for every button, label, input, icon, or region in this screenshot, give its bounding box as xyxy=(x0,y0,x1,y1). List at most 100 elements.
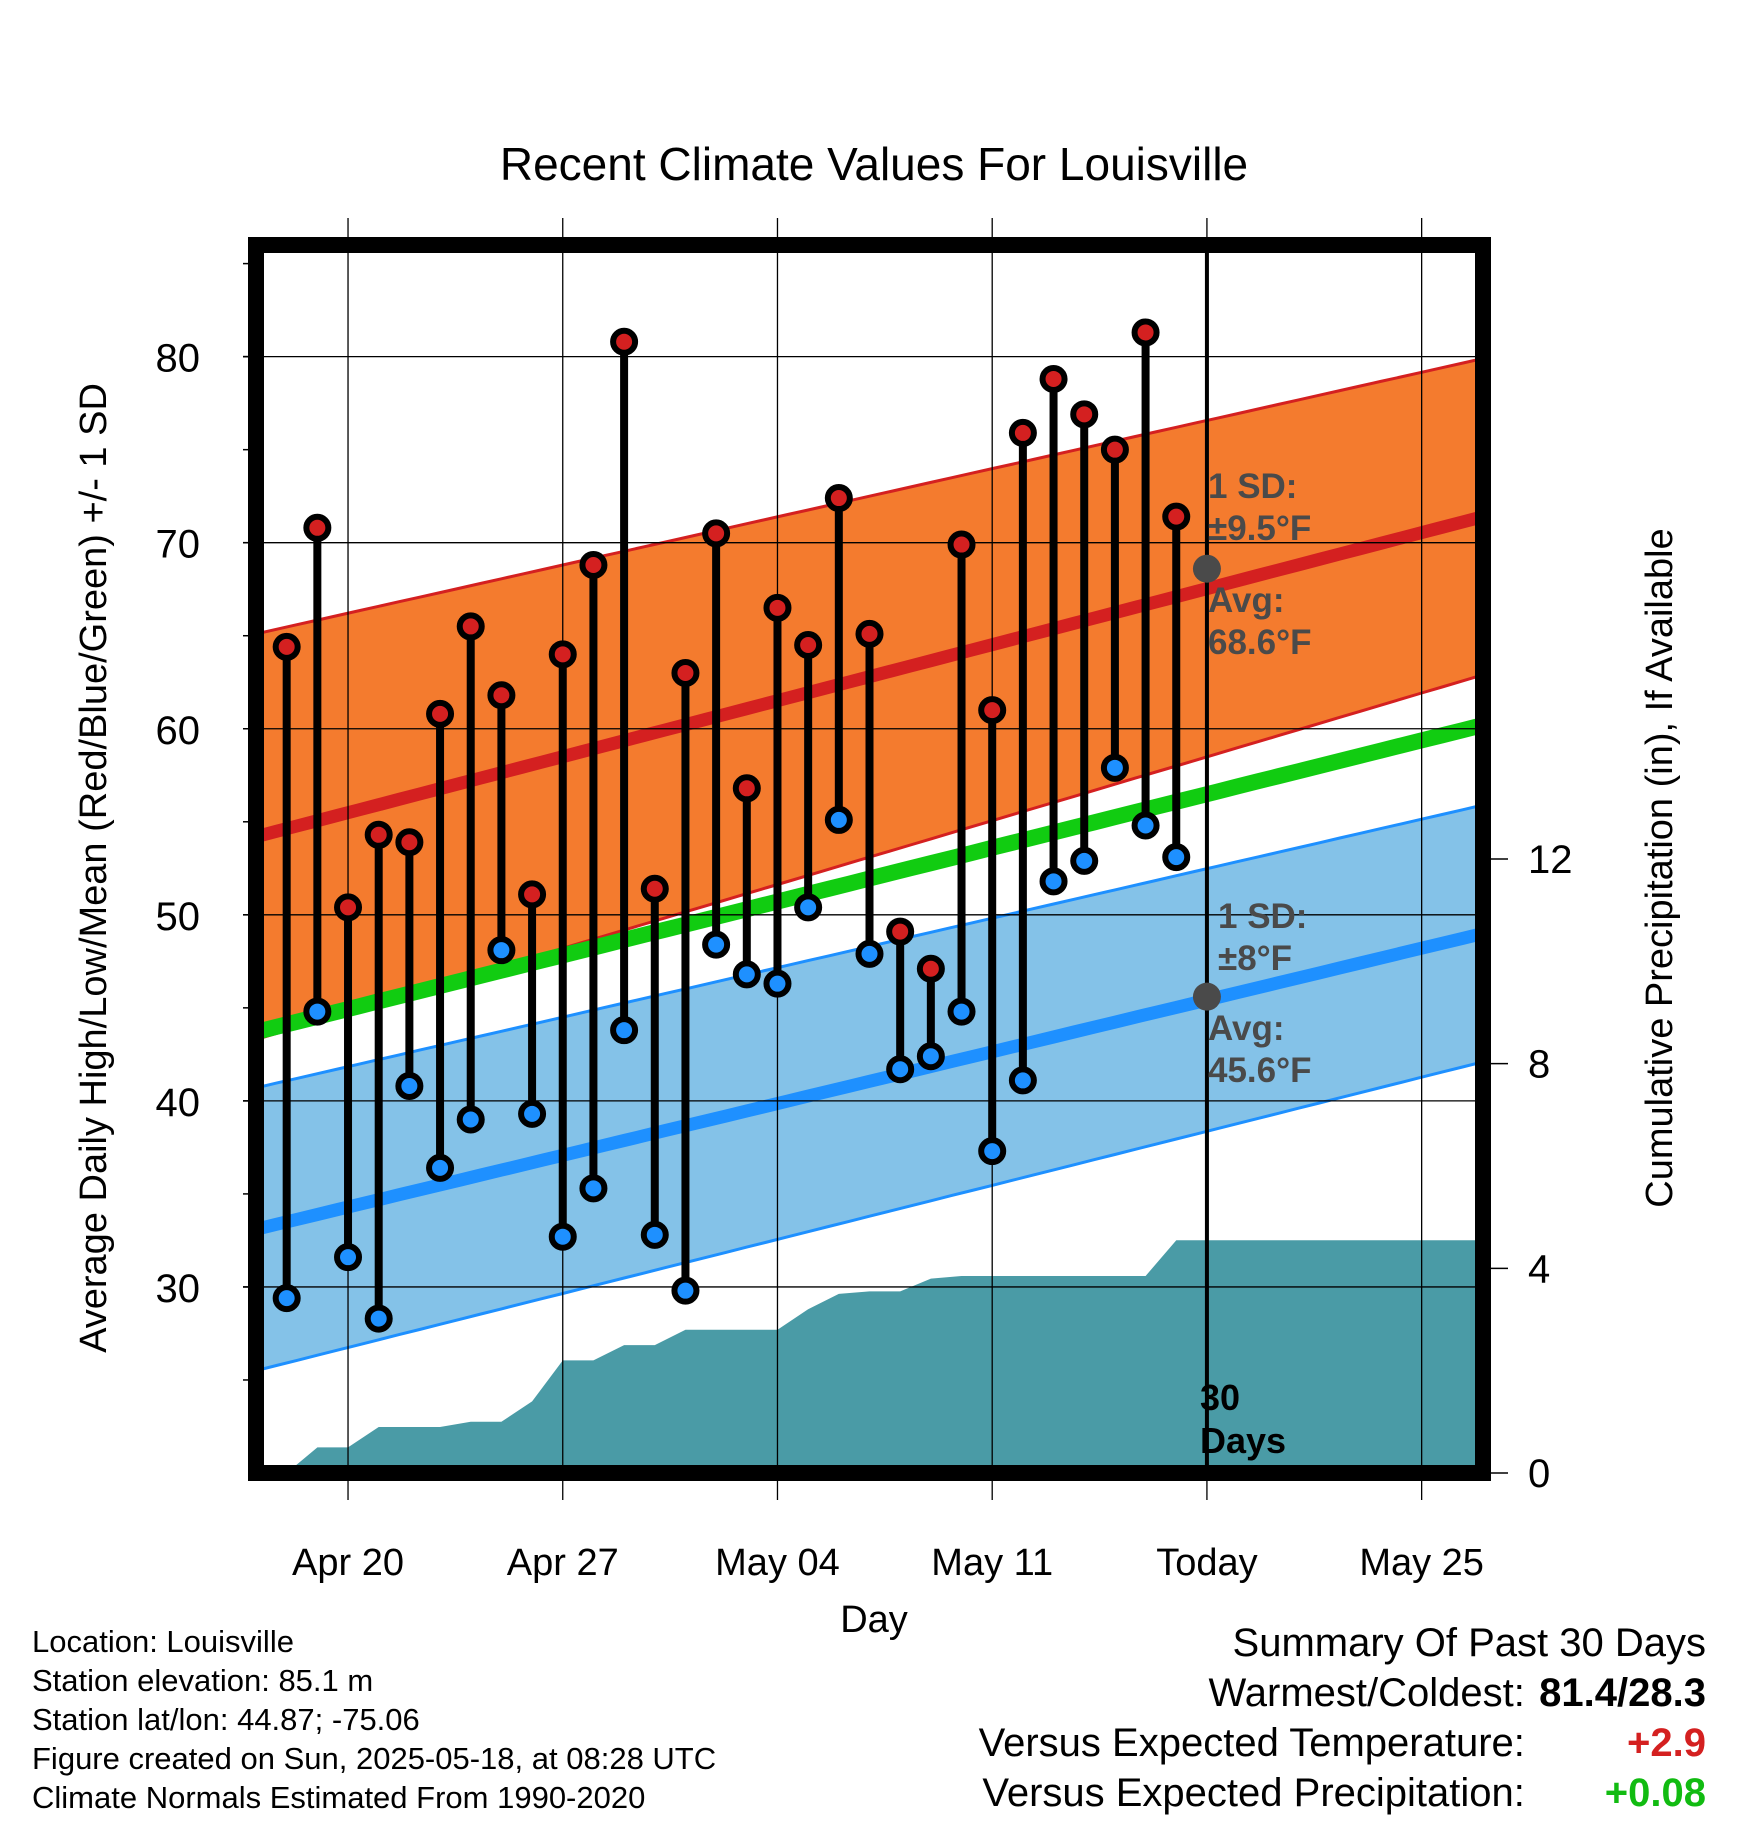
high-point xyxy=(824,484,853,513)
high-point xyxy=(1008,418,1037,447)
observations xyxy=(272,318,1191,1333)
high-avg-label: Avg: xyxy=(1208,581,1284,620)
y-axis xyxy=(243,262,256,1381)
low-sd-label: 1 SD: xyxy=(1218,897,1307,936)
y-axis-label: Average Daily High/Low/Mean (Red/Blue/Gr… xyxy=(73,383,115,1353)
low-point xyxy=(548,1222,577,1251)
low-sd-value: ±8°F xyxy=(1218,939,1292,978)
high-point xyxy=(364,820,393,849)
y2-axis-label: Cumulative Precipitation (in), If Availa… xyxy=(1639,528,1681,1207)
low-point xyxy=(640,1220,669,1249)
summary-temp-row: Versus Expected Temperature: +2.9 xyxy=(979,1718,1706,1768)
high-band-upper-edge xyxy=(256,357,1483,636)
today-days-label: Days xyxy=(1200,1420,1286,1461)
summary-title: Summary Of Past 30 Days xyxy=(1232,1621,1706,1665)
high-point xyxy=(763,593,792,622)
high-point xyxy=(1131,318,1160,347)
high-point xyxy=(610,327,639,356)
low-point xyxy=(978,1137,1007,1166)
info-location: Location: Louisville xyxy=(32,1624,294,1659)
high-point xyxy=(272,632,301,661)
low-avg-today-marker xyxy=(1192,982,1221,1011)
y2-tick-label: 8 xyxy=(1528,1043,1550,1087)
high-point xyxy=(456,612,485,641)
high-point xyxy=(732,774,761,803)
low-point xyxy=(456,1105,485,1134)
y-tick-label: 70 xyxy=(156,523,201,567)
low-point xyxy=(303,997,332,1026)
low-point xyxy=(1162,843,1191,872)
high-point xyxy=(334,893,363,922)
summary-warm-cold-label: Warmest/Coldest: xyxy=(1208,1671,1525,1715)
low-avg-value: 45.6°F xyxy=(1208,1051,1312,1090)
high-point xyxy=(916,954,945,983)
info-created: Figure created on Sun, 2025-05-18, at 08… xyxy=(32,1741,717,1776)
x-tick-label: Apr 20 xyxy=(292,1542,404,1584)
high-point xyxy=(1039,364,1068,393)
high-point xyxy=(1100,435,1129,464)
y2-tick-label: 0 xyxy=(1528,1452,1550,1496)
high-point xyxy=(794,631,823,660)
low-point xyxy=(610,1016,639,1045)
high-point xyxy=(978,696,1007,725)
low-point xyxy=(1131,811,1160,840)
high-point xyxy=(395,828,424,857)
x-tick-label: May 11 xyxy=(931,1542,1053,1584)
low-point xyxy=(395,1071,424,1100)
high-point xyxy=(1162,502,1191,531)
low-point xyxy=(855,939,884,968)
low-point xyxy=(1070,846,1099,875)
low-normal-line xyxy=(256,927,1483,1236)
low-point xyxy=(1039,867,1068,896)
chart-title: Recent Climate Values For Louisville xyxy=(500,138,1248,190)
summary-temp-value: +2.9 xyxy=(1627,1721,1706,1765)
x-tick-label: Today xyxy=(1156,1542,1257,1584)
summary-warm-cold-row: Warmest/Coldest: 81.4/28.3 xyxy=(979,1668,1707,1718)
y2-tick-label: 4 xyxy=(1528,1247,1550,1291)
high-sd-value: ±9.5°F xyxy=(1208,509,1311,548)
low-point xyxy=(671,1276,700,1305)
low-point xyxy=(916,1042,945,1071)
high-point xyxy=(1070,400,1099,429)
low-point xyxy=(763,969,792,998)
high-avg-value: 68.6°F xyxy=(1208,623,1312,662)
high-point xyxy=(640,874,669,903)
high-avg-today-marker xyxy=(1192,554,1221,583)
summary-warm-cold-value: 81.4/28.3 xyxy=(1539,1671,1706,1715)
summary-panel: Summary Of Past 30 Days Warmest/Coldest:… xyxy=(979,1618,1706,1818)
low-point xyxy=(702,930,731,959)
high-point xyxy=(548,640,577,669)
high-point xyxy=(487,681,516,710)
high-point xyxy=(518,880,547,909)
y2-tick-label: 12 xyxy=(1528,838,1573,882)
summary-precip-row: Versus Expected Precipitation: +0.08 xyxy=(979,1768,1706,1818)
summary-precip-value: +0.08 xyxy=(1604,1771,1706,1815)
info-elevation: Station elevation: 85.1 m xyxy=(32,1663,374,1698)
low-point xyxy=(732,960,761,989)
low-point xyxy=(1100,753,1129,782)
y-tick-label: 30 xyxy=(156,1267,201,1311)
x-tick-label: May 04 xyxy=(715,1542,840,1584)
low-point xyxy=(579,1174,608,1203)
x-tick-label: May 25 xyxy=(1359,1542,1484,1584)
summary-precip-label: Versus Expected Precipitation: xyxy=(982,1771,1525,1815)
low-point xyxy=(1008,1066,1037,1095)
x-axis-label: Day xyxy=(840,1599,908,1641)
high-point xyxy=(426,699,455,728)
low-avg-label: Avg: xyxy=(1208,1009,1284,1048)
info-latlon: Station lat/lon: 44.87; -75.06 xyxy=(32,1702,420,1737)
plot-frame xyxy=(248,237,1491,1481)
low-point xyxy=(794,893,823,922)
low-point xyxy=(947,997,976,1026)
low-band-lower-edge xyxy=(256,1060,1483,1373)
low-point xyxy=(824,805,853,834)
station-info: Location: Louisville Station elevation: … xyxy=(32,1622,716,1817)
high-point xyxy=(855,619,884,648)
y-tick-label: 50 xyxy=(156,895,201,939)
y-tick-label: 60 xyxy=(156,709,201,753)
x-tick-label: Apr 27 xyxy=(507,1542,619,1584)
today-days-number: 30 xyxy=(1200,1377,1240,1418)
low-point xyxy=(364,1304,393,1333)
